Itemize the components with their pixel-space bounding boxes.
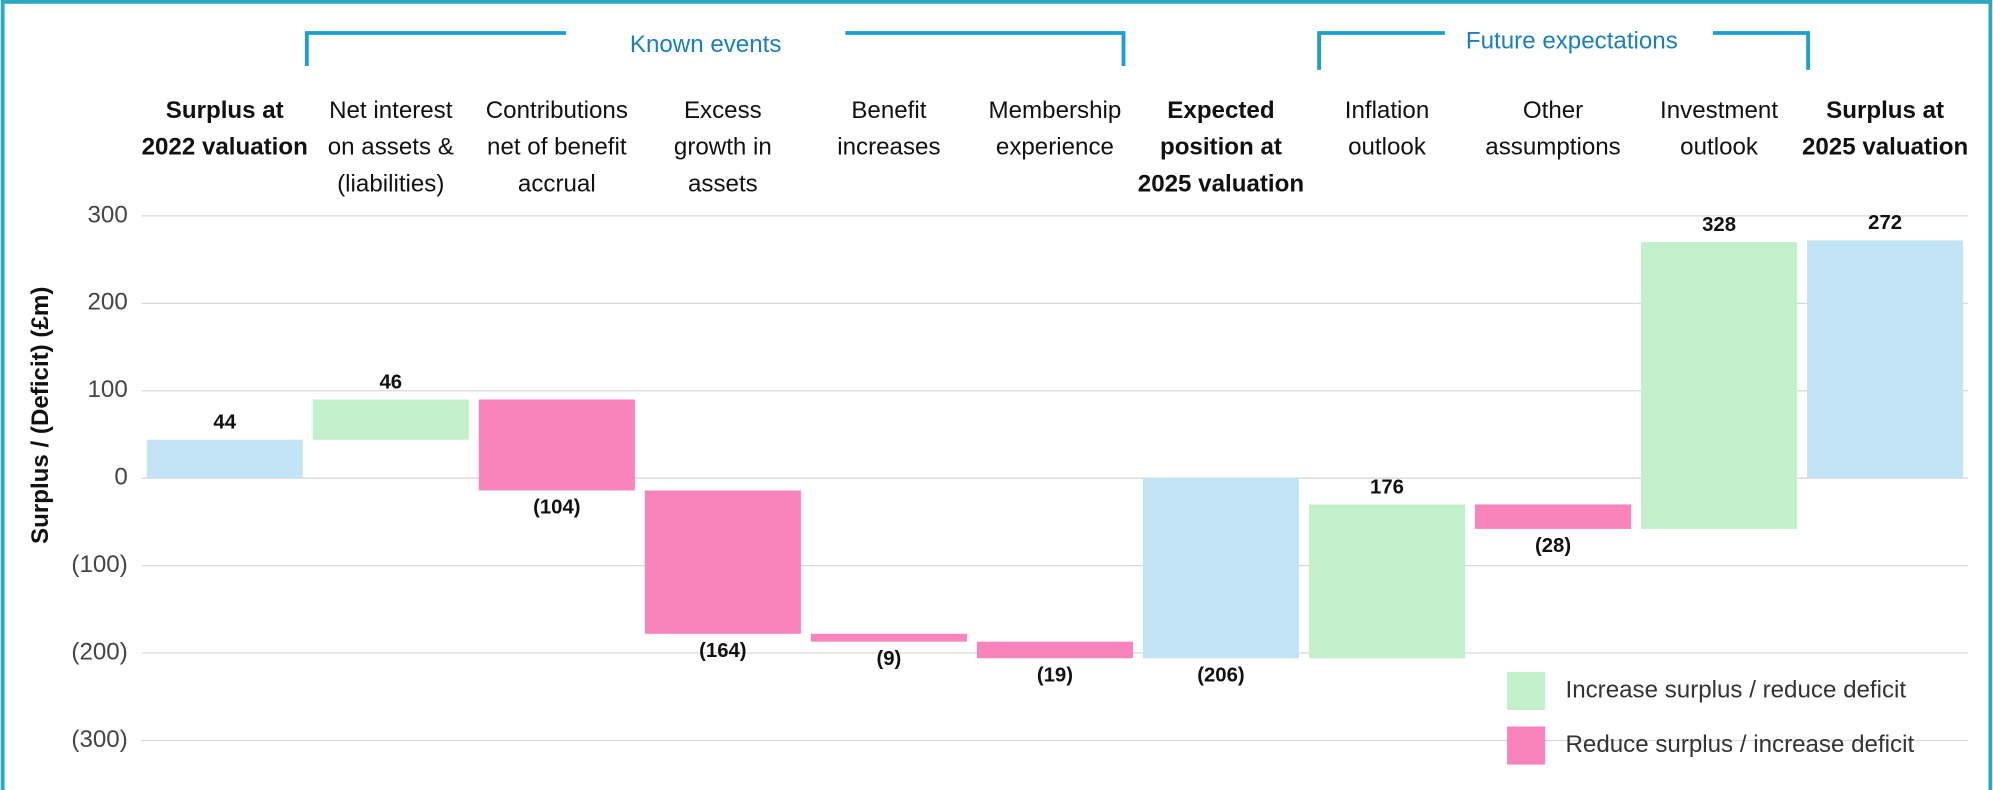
y-tick-label: (300) [71,726,127,753]
bar [644,490,801,634]
value-label: (9) [876,648,901,670]
bar [1807,240,1964,479]
bar [478,399,635,491]
bracket [1317,31,1810,70]
bar [810,633,967,642]
bar [312,399,469,440]
x-tick-label: Membership experience [989,97,1122,161]
bar [1641,242,1798,529]
x-tick-label: Inflation outlook [1345,97,1430,161]
legend-label: Reduce surplus / increase deficit [1566,731,1915,758]
value-label: (104) [533,497,580,519]
bar [1308,504,1466,659]
x-tick-label: Investment outlook [1660,97,1778,161]
x-tick-label: Expected position at 2025 valuation [1138,97,1304,198]
legend-swatch [1507,671,1546,710]
group-label: Known events [630,31,782,58]
x-tick-label: Contributions net of benefit accrual [486,97,628,198]
x-tick-label: Other assumptions [1485,97,1620,161]
bar [1474,504,1632,529]
x-tick-label: Net interest on assets & (liabilities) [328,97,454,198]
legend-label: Increase surplus / reduce deficit [1566,676,1907,703]
x-tick-label: Surplus at 2022 valuation [142,97,308,161]
bar [976,641,1133,659]
value-label: (19) [1037,664,1073,686]
group-label: Future expectations [1466,27,1678,54]
x-tick-label: Surplus at 2025 valuation [1802,97,1968,161]
bar [1142,478,1299,659]
value-label: (164) [699,640,746,662]
bracket [304,31,1126,67]
value-label: 46 [379,371,402,393]
x-tick-label: Excess growth in assets [674,97,772,198]
value-label: (28) [1535,535,1571,557]
value-label: 272 [1868,212,1902,234]
y-axis-title: Surplus / (Deficit) (£m) [27,287,54,544]
y-tick-label: 0 [114,464,127,491]
value-label: 44 [213,412,236,434]
y-tick-label: (100) [71,551,127,578]
y-tick-label: 300 [87,201,127,228]
y-tick-label: 100 [87,376,127,403]
legend-swatch [1507,726,1546,765]
value-label: 176 [1370,476,1404,498]
bar [146,439,303,479]
x-tick-label: Benefit increases [837,97,940,161]
value-label: 328 [1702,214,1736,236]
y-tick-label: 200 [87,289,127,316]
value-label: (206) [1197,664,1244,686]
y-tick-label: (200) [71,638,127,665]
